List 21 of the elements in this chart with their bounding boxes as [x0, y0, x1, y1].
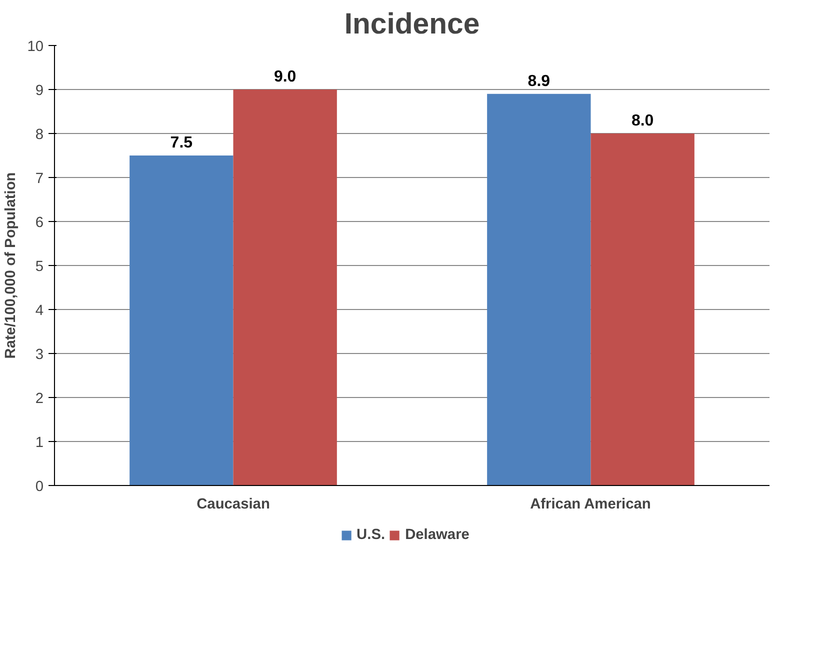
legend-label: Delaware — [405, 527, 470, 543]
y-tick-label: 2 — [35, 391, 44, 407]
data-label: 8.0 — [631, 112, 654, 130]
y-tick-label: 3 — [35, 347, 44, 363]
data-label: 9.0 — [274, 68, 296, 86]
y-tick-label: 9 — [35, 83, 44, 99]
data-label: 7.5 — [170, 134, 193, 152]
y-tick-label: 5 — [35, 259, 44, 275]
y-axis-title: Rate/100,000 of Population — [3, 172, 20, 359]
y-tick-label: 1 — [35, 435, 44, 451]
chart-title: Incidence — [344, 8, 480, 40]
data-label: 8.9 — [528, 72, 550, 90]
y-tick-label: 6 — [35, 215, 44, 231]
y-tick-label: 4 — [35, 303, 44, 319]
x-tick-label: African American — [530, 496, 651, 512]
y-tick-label: 10 — [27, 39, 44, 55]
legend-label: U.S. — [356, 527, 386, 543]
y-tick-label: 0 — [35, 479, 44, 495]
x-tick-label: Caucasian — [196, 496, 270, 512]
y-tick-label: 7 — [35, 171, 44, 187]
y-tick-label: 8 — [35, 127, 44, 143]
